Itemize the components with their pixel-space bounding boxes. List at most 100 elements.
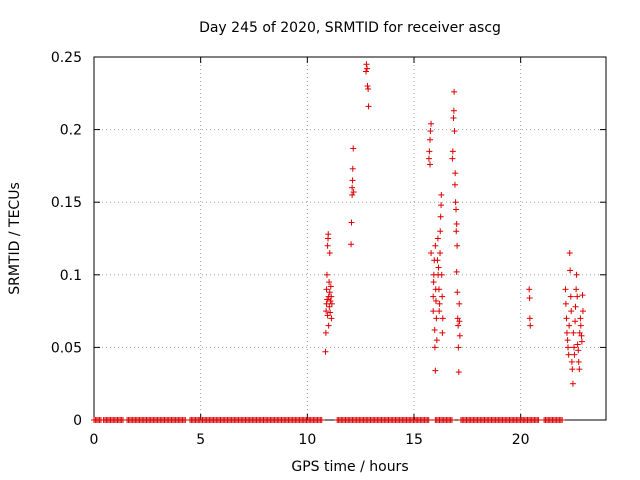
x-tick-label: 0 [90,432,99,448]
data-point [455,322,462,329]
data-point [436,300,443,307]
data-point [456,332,463,339]
data-point [323,286,330,293]
data-point [363,61,370,68]
data-point [565,351,572,358]
data-point [363,68,369,75]
data-point [456,300,463,307]
y-axis-label: SRMTID / TECUs [7,182,23,295]
data-point [326,303,333,310]
data-point [349,184,356,191]
data-point [574,293,581,300]
data-point [433,337,440,344]
data-point [365,85,372,92]
data-point [437,228,444,235]
data-point [326,279,333,286]
data-point [439,329,446,336]
data-point [326,250,333,257]
data-point [437,213,444,220]
data-point [453,220,460,227]
data-point [576,366,583,373]
data-point [450,114,457,121]
data-point [435,264,442,271]
data-point [568,358,575,365]
data-point [526,295,533,302]
data-point [577,322,584,329]
data-points [91,61,586,423]
data-point [322,329,329,336]
data-point [428,250,435,257]
data-point [349,191,356,198]
plot-frame [93,56,607,421]
data-point [438,191,445,198]
data-point [569,366,576,373]
data-point [562,286,569,293]
data-point [350,145,357,152]
data-point [455,344,462,351]
data-point [449,148,456,155]
data-point [571,351,578,358]
data-point [438,271,445,278]
data-point [324,312,331,319]
data-point [535,417,542,423]
data-point [448,417,455,423]
data-point [427,128,434,135]
data-point [327,309,334,316]
data-point [567,293,574,300]
x-tick-label: 20 [512,432,530,448]
data-point [326,289,333,296]
data-point [327,283,334,290]
data-point [328,315,335,322]
y-tick-label: 0.25 [51,50,82,66]
data-point [328,300,335,307]
y-tick-label: 0.05 [51,340,82,356]
data-point [324,296,331,303]
data-point [567,267,574,274]
data-point [430,308,437,315]
y-tick-label: 0 [73,413,82,429]
data-point [435,286,442,293]
data-point [348,241,355,248]
data-point [562,300,569,307]
data-point [433,315,440,322]
data-point [438,202,445,209]
data-point [578,338,585,345]
data-point [328,293,335,300]
data-point [323,308,330,315]
data-point [579,292,586,299]
data-point [350,189,357,196]
y-tick-label: 0.15 [51,195,82,211]
data-point [453,268,460,275]
x-tick-label: 10 [298,432,316,448]
data-point [572,318,579,325]
data-point [323,271,330,278]
data-point [579,308,586,315]
data-point [575,358,582,365]
data-point [450,107,457,114]
data-point [428,120,435,127]
data-point [574,341,581,348]
chart-title: Day 245 of 2020, SRMTID for receiver asc… [199,20,501,36]
data-point [451,128,458,135]
data-point [565,344,572,351]
data-point [526,315,533,322]
data-point [427,136,433,143]
data-point [451,88,458,95]
axis-ticks: 0 0.05 0.1 0.15 0.2 0.25 0 5 10 15 20 [51,50,606,448]
data-point [425,417,432,423]
data-point [452,170,459,177]
data-point [568,308,575,315]
data-point [454,289,461,296]
data-point [559,417,566,423]
data-point [569,380,576,387]
data-point [566,250,573,257]
data-point [563,315,570,322]
x-axis-label: GPS time / hours [291,459,408,475]
data-point [364,83,371,90]
data-point [349,177,356,184]
data-point [563,329,570,336]
data-point [325,322,332,329]
data-point [437,250,444,257]
data-point [577,315,584,322]
data-point [439,293,446,300]
